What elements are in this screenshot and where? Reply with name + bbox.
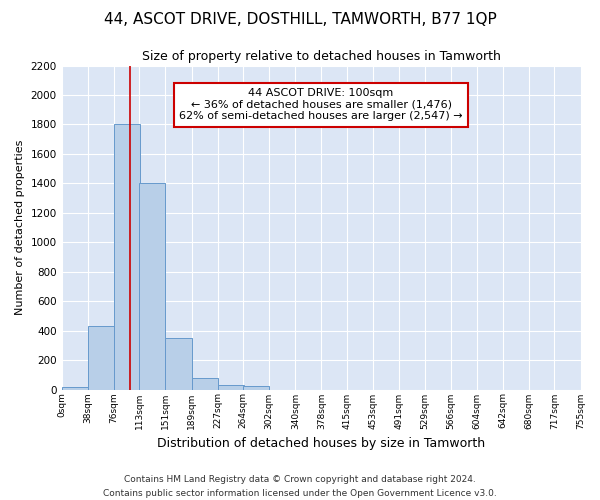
Y-axis label: Number of detached properties: Number of detached properties	[15, 140, 25, 315]
Bar	[139, 184, 166, 390]
Bar	[166, 338, 191, 390]
X-axis label: Distribution of detached houses by size in Tamworth: Distribution of detached houses by size …	[157, 437, 485, 450]
Bar	[114, 124, 140, 390]
Text: Contains HM Land Registry data © Crown copyright and database right 2024.
Contai: Contains HM Land Registry data © Crown c…	[103, 476, 497, 498]
Bar	[218, 385, 244, 390]
Bar	[62, 388, 88, 390]
Title: Size of property relative to detached houses in Tamworth: Size of property relative to detached ho…	[142, 50, 500, 63]
Bar	[88, 326, 114, 390]
Bar	[191, 378, 218, 390]
Bar	[243, 386, 269, 390]
Text: 44, ASCOT DRIVE, DOSTHILL, TAMWORTH, B77 1QP: 44, ASCOT DRIVE, DOSTHILL, TAMWORTH, B77…	[104, 12, 496, 28]
Text: 44 ASCOT DRIVE: 100sqm
← 36% of detached houses are smaller (1,476)
62% of semi-: 44 ASCOT DRIVE: 100sqm ← 36% of detached…	[179, 88, 463, 122]
